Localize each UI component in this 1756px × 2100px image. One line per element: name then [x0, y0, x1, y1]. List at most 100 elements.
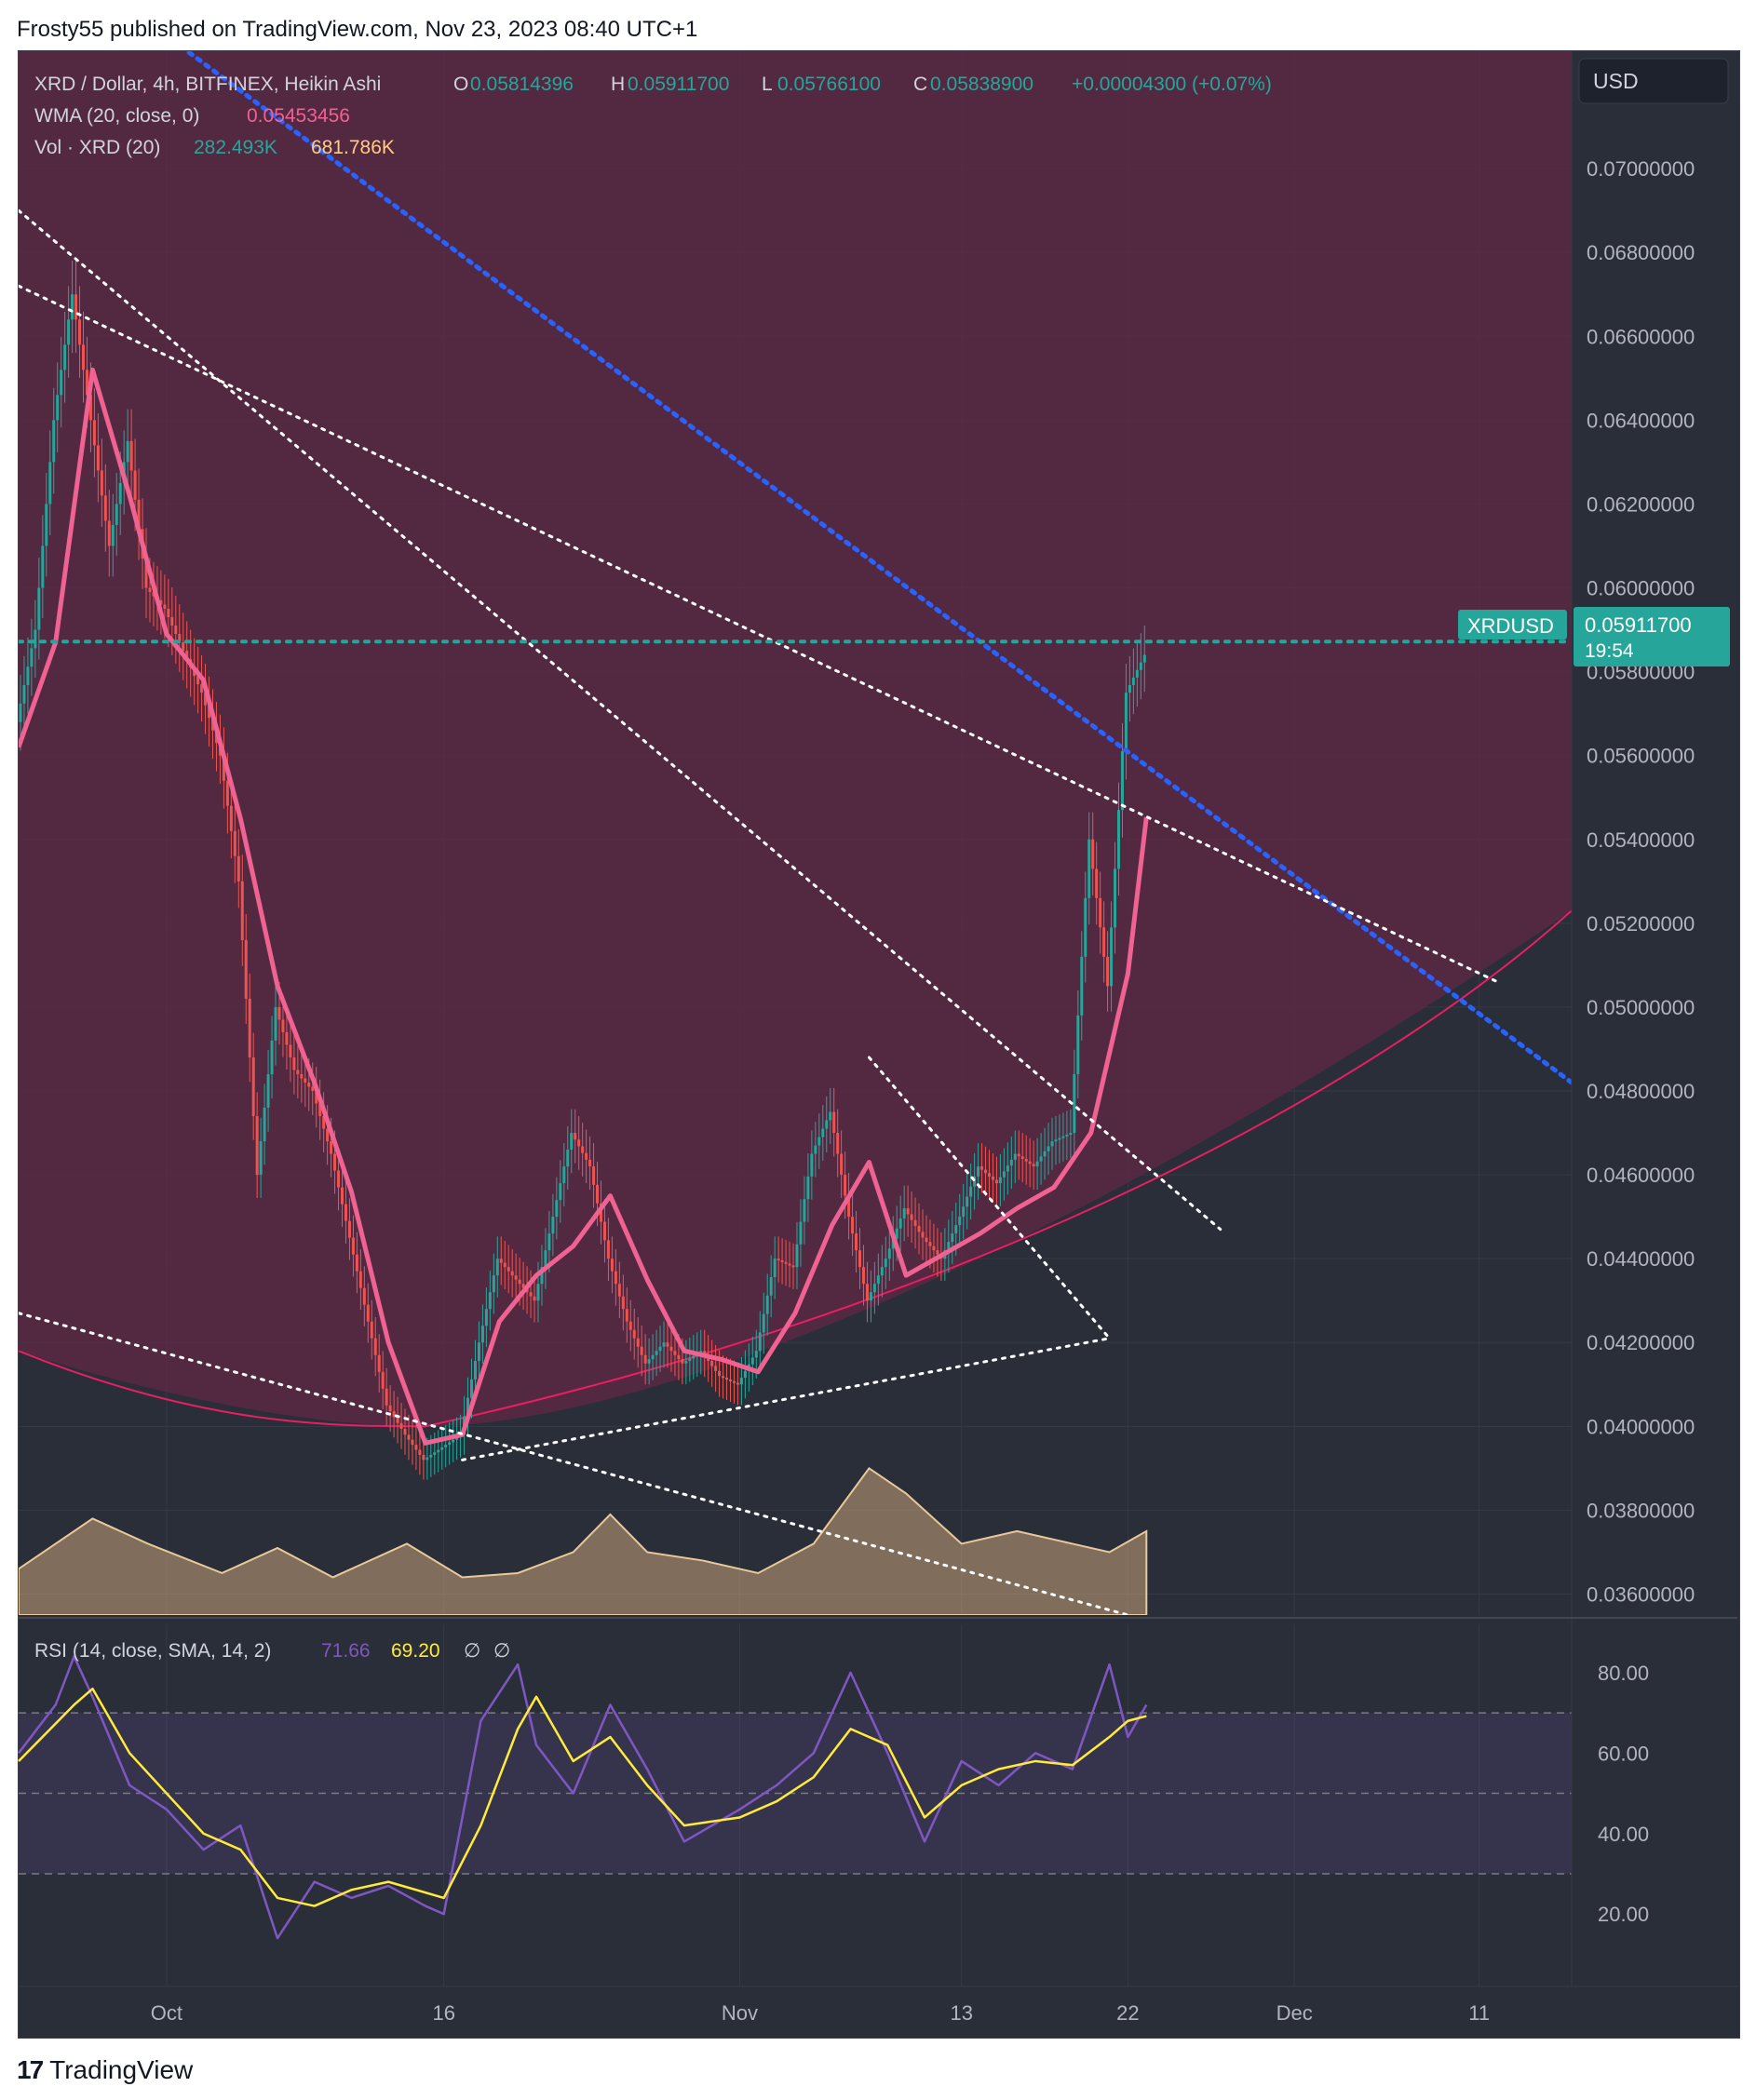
candle-body: [1073, 1073, 1076, 1134]
candle-body: [503, 1262, 507, 1268]
candle-body: [773, 1259, 777, 1277]
time-axis[interactable]: Oct 16 Nov 13 22 Dec 11: [151, 2001, 1490, 2025]
candle-body: [758, 1332, 762, 1352]
candle-body: [994, 1179, 998, 1184]
candle-body: [1120, 751, 1124, 811]
candle-body: [592, 1166, 596, 1185]
candle-body: [562, 1166, 566, 1184]
candle-body: [585, 1152, 588, 1160]
candle-body: [144, 558, 148, 588]
candle-body: [399, 1422, 403, 1430]
candle-body: [300, 1073, 304, 1079]
candle-body: [41, 545, 45, 588]
currency-button[interactable]: [1578, 58, 1729, 104]
candle-body: [351, 1237, 355, 1255]
candle-body: [362, 1287, 366, 1305]
candle-body: [85, 370, 88, 396]
candle-body: [673, 1351, 677, 1355]
candle-body: [521, 1284, 525, 1288]
candle-body: [810, 1153, 814, 1177]
candle-body: [495, 1259, 499, 1276]
legend-low-value: 0.05766100: [777, 74, 881, 95]
candle-body: [555, 1200, 559, 1218]
rsi-legend-label: RSI (14, close, SMA, 14, 2): [34, 1640, 271, 1662]
candle-body: [96, 445, 100, 471]
candle-body: [876, 1275, 880, 1285]
candle-body: [570, 1133, 574, 1151]
candle-body: [722, 1376, 725, 1379]
candle-body: [1114, 868, 1117, 928]
candle-body: [887, 1248, 891, 1259]
price-axis[interactable]: 0.07000000 0.06800000 0.06600000 0.06400000…: [1587, 157, 1695, 1606]
candle-body: [872, 1284, 876, 1293]
candle-body: [107, 520, 111, 546]
candle-body: [1058, 1138, 1061, 1140]
candle-body: [1050, 1141, 1054, 1147]
candle-body: [632, 1329, 636, 1339]
last-price-countdown: 19:54: [1585, 640, 1634, 662]
candle-body: [1131, 677, 1135, 686]
candle-body: [1035, 1161, 1039, 1167]
candle-body: [1084, 897, 1087, 957]
candle-body: [1009, 1159, 1013, 1166]
candle-body: [92, 420, 96, 446]
candle-body: [148, 587, 152, 593]
legend-close-value: 0.05838900: [930, 74, 1033, 95]
candle-body: [936, 1250, 939, 1255]
time-tick-label: 11: [1468, 2001, 1490, 2025]
candle-body: [229, 805, 233, 831]
candle-body: [880, 1267, 884, 1276]
price-tick-label: 0.03600000: [1587, 1582, 1695, 1606]
candle-body: [636, 1338, 640, 1347]
candle-body: [640, 1346, 643, 1355]
candle-body: [799, 1221, 803, 1245]
candle-body: [341, 1187, 344, 1205]
candle-body: [699, 1351, 703, 1353]
candle-body: [103, 495, 107, 521]
candle-body: [725, 1378, 729, 1380]
trendlines[interactable]: [19, 21, 1572, 1615]
candle-body: [518, 1279, 521, 1285]
candle-body: [617, 1284, 621, 1297]
candle-body: [732, 1380, 736, 1383]
candle-body: [1054, 1139, 1058, 1142]
candle-body: [1099, 897, 1102, 928]
candle-body: [270, 1040, 274, 1074]
candle-body: [355, 1254, 358, 1272]
rsi-legend-sym-2: ∅: [493, 1640, 510, 1662]
candle-body: [414, 1445, 418, 1450]
candle-body: [429, 1454, 433, 1458]
candle-body: [795, 1244, 799, 1268]
candle-body: [1139, 662, 1142, 670]
candle-body: [1087, 839, 1091, 898]
candle-body: [347, 1220, 351, 1238]
candle-body: [739, 1378, 743, 1385]
candle-body: [1102, 927, 1106, 957]
footer-brand[interactable]: 17 TradingView: [17, 2052, 193, 2089]
last-price-value: 0.05911700: [1585, 613, 1692, 637]
candle-body: [1080, 956, 1084, 1016]
candle-body: [330, 1141, 333, 1154]
time-tick-label: 22: [1116, 2001, 1139, 2025]
white-trendline-1: [19, 209, 1222, 1232]
candle-body: [977, 1166, 980, 1177]
candle-body: [385, 1388, 388, 1406]
candle-body: [45, 504, 48, 546]
candle-body: [1142, 654, 1146, 663]
candle-body: [1069, 1133, 1073, 1136]
candle-body: [444, 1445, 448, 1447]
legend-open-value: 0.05814396: [470, 74, 574, 95]
candle-body: [769, 1276, 773, 1296]
candle-body: [865, 1284, 869, 1301]
candle-body: [1024, 1158, 1028, 1162]
candle-body: [174, 626, 178, 635]
candle-body: [507, 1267, 510, 1272]
wma-line: [19, 367, 1149, 1446]
candle-body: [765, 1295, 769, 1314]
candle-body: [1032, 1164, 1035, 1167]
candle-body: [855, 1233, 858, 1251]
candle-body: [392, 1411, 396, 1418]
candle-body: [814, 1145, 817, 1154]
candle-body: [662, 1342, 666, 1347]
